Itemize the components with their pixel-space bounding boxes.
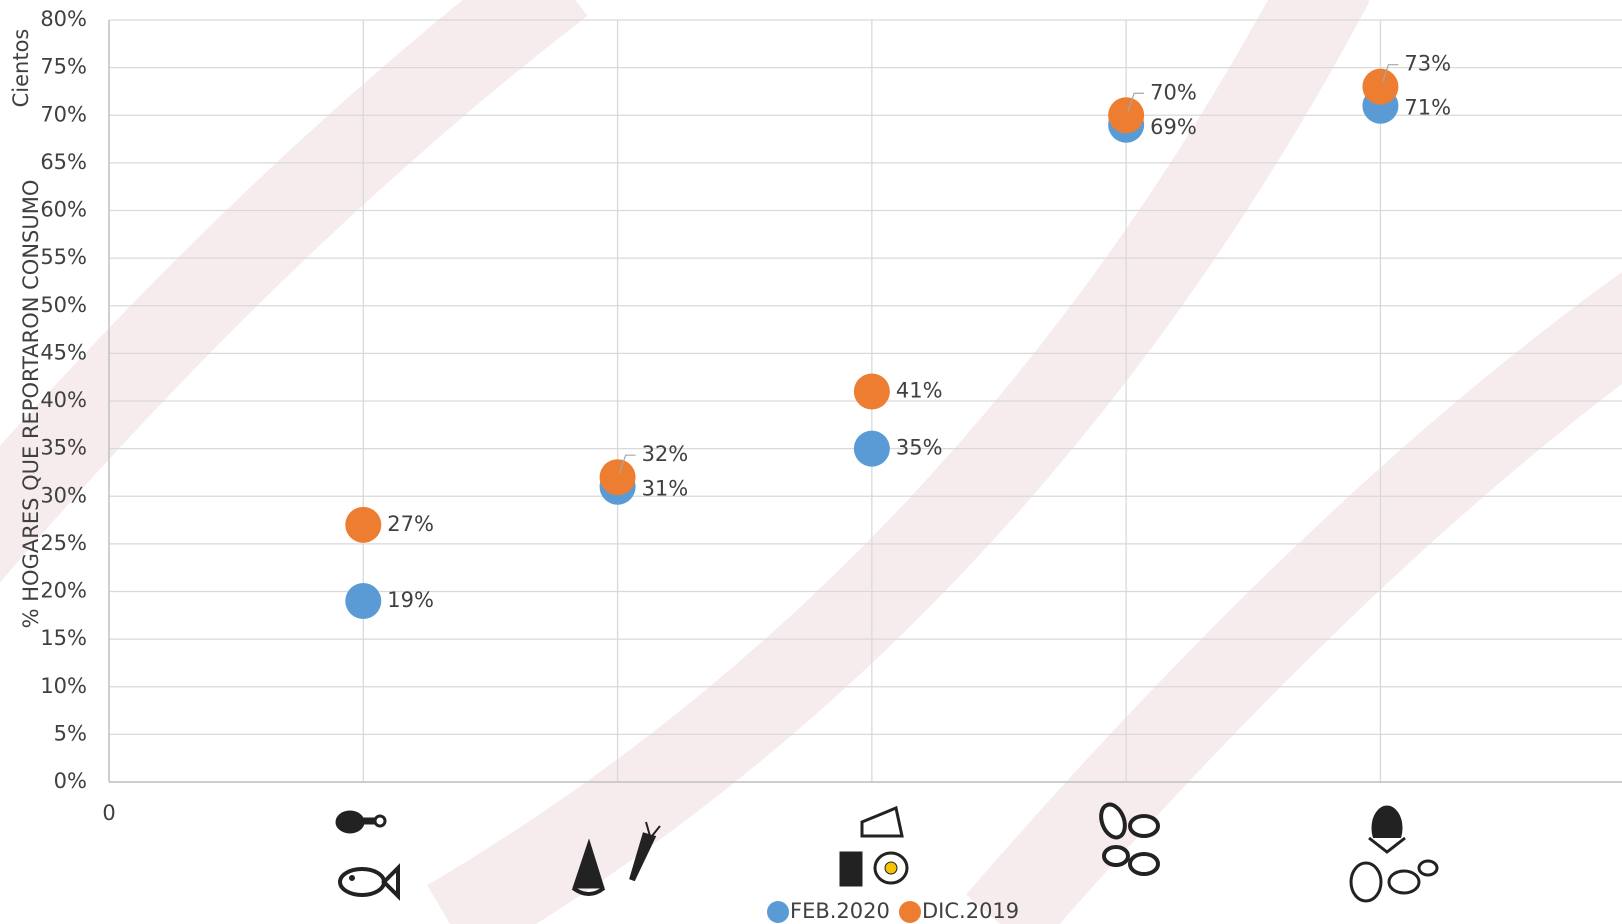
y-tick-label: 80% xyxy=(40,7,87,31)
data-point xyxy=(345,506,382,543)
data-label: 19% xyxy=(387,588,434,612)
data-label: 71% xyxy=(1404,96,1451,120)
data-point xyxy=(853,430,890,467)
data-label: 35% xyxy=(896,436,943,460)
data-label: 31% xyxy=(642,477,689,501)
y-tick-label: 75% xyxy=(40,55,87,79)
y-tick-label: 45% xyxy=(40,340,87,364)
y-tick-label: 15% xyxy=(40,626,87,650)
leader-line xyxy=(1127,92,1145,112)
y-tick-label: 20% xyxy=(40,579,87,603)
y-tick-label: 30% xyxy=(40,483,87,507)
data-label: 32% xyxy=(642,442,689,466)
data-point xyxy=(1108,97,1145,134)
y-tick-label: 70% xyxy=(40,102,87,126)
data-point xyxy=(853,373,890,410)
y-tick-label: 55% xyxy=(40,245,87,269)
y-tick-label: 10% xyxy=(40,674,87,698)
legend-label: FEB.2020 xyxy=(790,899,890,923)
legend-swatch xyxy=(899,901,921,923)
y-tick-label: 0% xyxy=(54,769,87,793)
y-tick-label: 25% xyxy=(40,531,87,555)
y-tick-label: 65% xyxy=(40,150,87,174)
data-point xyxy=(1362,68,1399,105)
data-point xyxy=(599,459,636,496)
data-point xyxy=(345,583,382,620)
y-tick-label: 35% xyxy=(40,436,87,460)
data-label: 70% xyxy=(1150,80,1197,104)
y-tick-label: 5% xyxy=(54,721,87,745)
y-tick-label: 60% xyxy=(40,198,87,222)
y-tick-label: 40% xyxy=(40,388,87,412)
leader-line xyxy=(1381,64,1399,83)
leader-line xyxy=(619,454,636,474)
data-label: 73% xyxy=(1404,52,1451,76)
legend-swatch xyxy=(767,901,789,923)
y-axis-label: % HOGARES QUE REPORTARON CONSUMO xyxy=(19,180,43,629)
y-unit-label: Cientos xyxy=(9,29,33,108)
data-label: 69% xyxy=(1150,115,1197,139)
x-tick-label: 0 xyxy=(102,801,115,825)
data-label: 41% xyxy=(896,378,943,402)
legend-label: DIC.2019 xyxy=(922,899,1019,923)
x-category-icons xyxy=(327,798,1439,921)
data-label: 27% xyxy=(387,512,434,536)
y-tick-label: 50% xyxy=(40,293,87,317)
